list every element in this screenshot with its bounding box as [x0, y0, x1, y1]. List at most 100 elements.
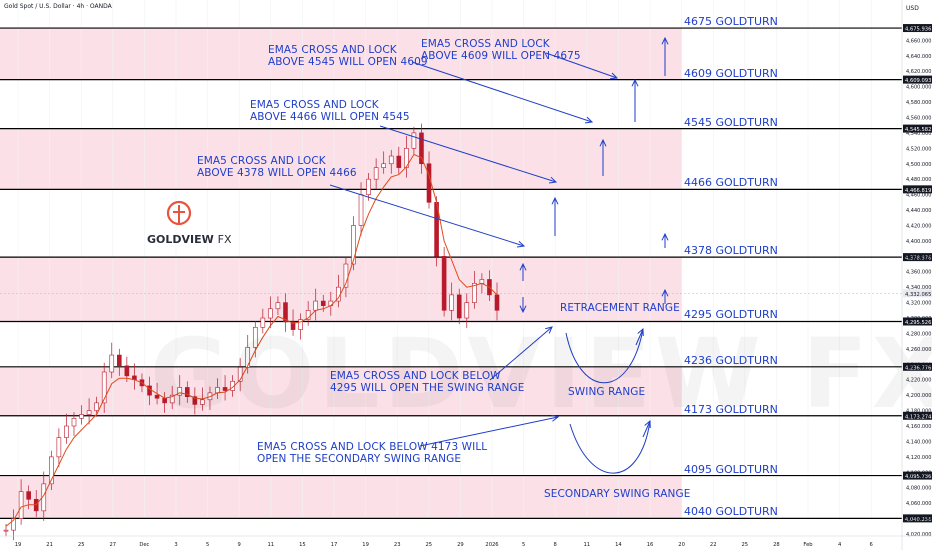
time-tick: 2026 — [485, 542, 498, 548]
price-tag — [903, 253, 932, 262]
candle-body — [18, 491, 24, 519]
time-tick: Feb — [803, 542, 813, 548]
price-tag — [903, 124, 932, 133]
level-label: 4295 GOLDTURN — [684, 308, 778, 322]
level-label: 4609 GOLDTURN — [684, 66, 778, 80]
price-tag-text: 4,040.256 — [905, 517, 931, 523]
candle-body — [184, 387, 190, 398]
price-tick: 4,560.000 — [906, 115, 931, 121]
candle-body — [411, 132, 417, 149]
candle-body — [200, 399, 205, 405]
time-tick: Dec — [139, 542, 149, 548]
price-tick: 4,540.000 — [906, 131, 931, 137]
goldturn-zones — [0, 28, 682, 519]
price-tag — [903, 362, 932, 371]
candle-body — [456, 294, 462, 319]
price-tag-text: 4,378.976 — [905, 256, 931, 262]
price-tag — [903, 24, 932, 33]
time-tick: 28 — [773, 542, 780, 548]
secondary-swing-range-label: SECONDARY SWING RANGE — [544, 488, 691, 500]
price-tag-text: 4,236.776 — [905, 365, 931, 371]
price-tick: 4,620.000 — [906, 69, 931, 75]
price-tick: 4,020.000 — [906, 532, 931, 538]
goldview-logo — [166, 200, 192, 226]
price-tick: 4,120.000 — [906, 455, 931, 461]
candle-body — [472, 283, 477, 303]
candle-body — [388, 155, 394, 165]
price-candles — [3, 123, 500, 541]
time-tick: 25 — [425, 542, 432, 548]
arrow-line — [642, 420, 651, 438]
price-tick: 4,440.000 — [906, 208, 931, 214]
time-tick: 21 — [46, 542, 53, 548]
level-label: 4675 GOLDTURN — [684, 15, 778, 29]
price-tag-text: 4,173.274 — [905, 414, 932, 420]
candle-body — [26, 491, 31, 500]
arrow-line — [379, 125, 557, 183]
candle-body — [373, 167, 379, 180]
candle-body — [109, 354, 115, 373]
time-tick: 8 — [554, 542, 557, 548]
candle-body — [464, 302, 470, 319]
annotation-4378: EMA5 CROSS AND LOCK ABOVE 4378 WILL OPEN… — [197, 155, 357, 179]
price-tick: 4,600.000 — [906, 85, 931, 91]
currency-label: USD — [906, 5, 919, 12]
arrow-head — [519, 305, 527, 314]
arrow-head — [644, 419, 651, 429]
time-tick: 25 — [78, 542, 85, 548]
candle-body — [64, 425, 69, 438]
arrow-head — [631, 78, 639, 87]
price-tick: 4,520.000 — [906, 146, 931, 152]
arrow-line — [635, 328, 644, 346]
candle-body — [351, 225, 356, 265]
price-tag-text: 4,609.093 — [905, 78, 931, 84]
time-tick: 27 — [109, 542, 116, 548]
zone-band — [0, 257, 682, 322]
price-tick: 4,420.000 — [906, 223, 931, 229]
candle-body — [381, 163, 386, 168]
price-tick: 4,160.000 — [906, 424, 931, 430]
time-tick: 11 — [583, 542, 590, 548]
annotation-4545: EMA5 CROSS AND LOCK ABOVE 4545 WILL OPEN… — [268, 44, 428, 68]
candle-body — [358, 194, 364, 226]
arrow-head — [519, 262, 527, 271]
price-tag — [903, 411, 932, 420]
candle-body — [494, 294, 500, 311]
time-tick: 25 — [741, 542, 748, 548]
time-tick: 22 — [710, 542, 717, 548]
candle-body — [298, 319, 303, 330]
candle-body — [268, 308, 273, 319]
candle-body — [320, 300, 326, 306]
candle-body — [56, 437, 62, 458]
price-tick: 4,660.000 — [906, 38, 931, 44]
price-tick: 4,280.000 — [906, 331, 931, 337]
retracement-range-label: RETRACEMENT RANGE — [560, 302, 680, 314]
candle-body — [260, 317, 266, 328]
arrow-head — [517, 240, 526, 248]
ema5-line — [5, 153, 498, 527]
price-tick: 4,040.000 — [906, 517, 931, 523]
price-tag-text: 4,095.736 — [905, 474, 931, 480]
arrow-head — [661, 36, 669, 45]
price-tick: 4,180.000 — [906, 409, 931, 415]
time-tick: 19 — [15, 542, 22, 548]
price-tick: 4,260.000 — [906, 347, 931, 353]
price-tick: 4,320.000 — [906, 301, 931, 307]
arrow-line — [329, 184, 525, 247]
zone-band — [0, 366, 682, 416]
time-tick: 6 — [870, 542, 873, 548]
swing-range-label: SWING RANGE — [568, 386, 646, 398]
candle-body — [192, 396, 198, 405]
arrow-head — [584, 116, 594, 124]
candle-body — [313, 300, 319, 311]
price-tag — [903, 185, 932, 194]
candle-body — [305, 310, 311, 320]
arrow-line — [411, 61, 593, 123]
candle-body — [283, 302, 288, 323]
arrow-head — [551, 196, 559, 205]
zone-band — [0, 128, 682, 190]
time-tick: 17 — [331, 542, 338, 548]
arrow-line — [419, 416, 559, 447]
zone-band — [0, 475, 682, 519]
